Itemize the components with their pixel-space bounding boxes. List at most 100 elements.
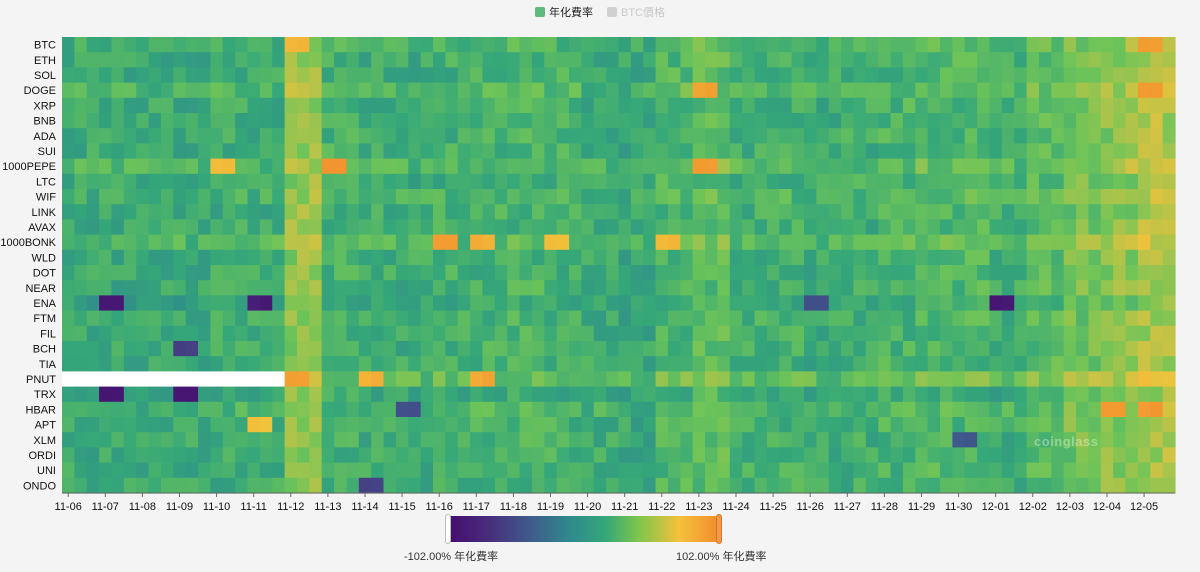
heatmap-cell[interactable] [655, 128, 669, 144]
heatmap-cell[interactable] [1051, 37, 1065, 53]
heatmap-cell[interactable] [989, 249, 1003, 266]
heatmap-cell[interactable] [1162, 356, 1176, 372]
heatmap-cell[interactable] [878, 143, 892, 160]
heatmap-cell[interactable] [705, 341, 719, 357]
heatmap-cell[interactable] [433, 82, 446, 99]
heatmap-cell[interactable] [1063, 310, 1077, 327]
heatmap-cell[interactable] [160, 447, 174, 464]
heatmap-cell[interactable] [148, 401, 162, 418]
heatmap-cell[interactable] [160, 310, 174, 327]
heatmap-cell[interactable] [581, 97, 595, 114]
heatmap-cell[interactable] [222, 341, 236, 357]
heatmap-cell[interactable] [309, 158, 323, 175]
heatmap-cell[interactable] [878, 204, 892, 220]
heatmap-cell[interactable] [111, 477, 125, 494]
heatmap-cell[interactable] [915, 234, 929, 251]
heatmap-cell[interactable] [457, 401, 471, 418]
heatmap-cell[interactable] [494, 219, 508, 236]
heatmap-cell[interactable] [284, 295, 298, 312]
heatmap-cell[interactable] [606, 143, 620, 160]
heatmap-cell[interactable] [433, 113, 446, 129]
heatmap-cell[interactable] [531, 417, 545, 433]
heatmap-cell[interactable] [272, 204, 286, 220]
heatmap-cell[interactable] [210, 189, 224, 205]
heatmap-cell[interactable] [902, 234, 916, 251]
heatmap-cell[interactable] [742, 386, 756, 403]
heatmap-cell[interactable] [494, 249, 508, 266]
heatmap-cell[interactable] [989, 204, 1003, 220]
heatmap-cell[interactable] [853, 67, 867, 84]
heatmap-cell[interactable] [62, 371, 75, 388]
heatmap-cell[interactable] [519, 204, 533, 220]
heatmap-cell[interactable] [816, 37, 830, 53]
heatmap-cell[interactable] [494, 356, 508, 372]
heatmap-cell[interactable] [1113, 52, 1127, 68]
heatmap-cell[interactable] [1076, 52, 1090, 68]
heatmap-cell[interactable] [1076, 128, 1090, 144]
heatmap-cell[interactable] [482, 158, 496, 175]
heatmap-cell[interactable] [420, 477, 434, 494]
heatmap-cell[interactable] [1026, 52, 1040, 68]
heatmap-cell[interactable] [371, 173, 385, 190]
heatmap-cell[interactable] [235, 477, 249, 494]
heatmap-cell[interactable] [1137, 143, 1151, 160]
heatmap-cell[interactable] [420, 219, 434, 236]
heatmap-cell[interactable] [235, 128, 249, 144]
heatmap-cell[interactable] [99, 249, 113, 266]
heatmap-cell[interactable] [1150, 295, 1164, 312]
heatmap-cell[interactable] [185, 219, 199, 236]
heatmap-cell[interactable] [519, 477, 533, 494]
heatmap-cell[interactable] [630, 447, 644, 464]
heatmap-cell[interactable] [667, 401, 681, 418]
heatmap-cell[interactable] [519, 295, 533, 312]
heatmap-cell[interactable] [1063, 295, 1077, 312]
heatmap-cell[interactable] [160, 52, 174, 68]
heatmap-cell[interactable] [123, 67, 137, 84]
heatmap-cell[interactable] [766, 477, 780, 494]
heatmap-cell[interactable] [593, 128, 607, 144]
heatmap-cell[interactable] [593, 82, 607, 99]
heatmap-cell[interactable] [667, 52, 681, 68]
heatmap-cell[interactable] [1088, 52, 1102, 68]
heatmap-cell[interactable] [717, 52, 731, 68]
heatmap-cell[interactable] [1063, 82, 1077, 99]
heatmap-cell[interactable] [1076, 356, 1090, 372]
heatmap-cell[interactable] [1063, 113, 1077, 129]
heatmap-cell[interactable] [1026, 280, 1040, 296]
heatmap-cell[interactable] [816, 477, 830, 494]
heatmap-cell[interactable] [160, 128, 174, 144]
heatmap-cell[interactable] [160, 173, 174, 190]
heatmap-cell[interactable] [1063, 371, 1077, 388]
heatmap-cell[interactable] [556, 113, 570, 129]
heatmap-cell[interactable] [779, 97, 793, 114]
heatmap-cell[interactable] [606, 280, 620, 296]
heatmap-cell[interactable] [321, 67, 335, 84]
heatmap-cell[interactable] [630, 417, 644, 433]
heatmap-cell[interactable] [618, 371, 632, 388]
heatmap-cell[interactable] [556, 356, 570, 372]
heatmap-cell[interactable] [804, 371, 817, 388]
heatmap-cell[interactable] [544, 234, 558, 251]
heatmap-cell[interactable] [272, 417, 286, 433]
heatmap-cell[interactable] [445, 189, 459, 205]
heatmap-cell[interactable] [235, 447, 249, 464]
heatmap-cell[interactable] [717, 82, 731, 99]
heatmap-cell[interactable] [334, 371, 348, 388]
heatmap-cell[interactable] [123, 280, 137, 296]
heatmap-cell[interactable] [667, 356, 681, 372]
heatmap-cell[interactable] [754, 143, 768, 160]
heatmap-cell[interactable] [185, 280, 199, 296]
heatmap-cell[interactable] [779, 234, 793, 251]
heatmap-cell[interactable] [680, 37, 694, 53]
heatmap-cell[interactable] [544, 356, 558, 372]
heatmap-cell[interactable] [977, 462, 991, 479]
heatmap-cell[interactable] [643, 265, 657, 281]
heatmap-cell[interactable] [482, 143, 496, 160]
heatmap-cell[interactable] [408, 432, 422, 448]
heatmap-cell[interactable] [581, 82, 595, 99]
heatmap-cell[interactable] [482, 97, 496, 114]
heatmap-cell[interactable] [185, 477, 199, 494]
heatmap-cell[interactable] [420, 432, 434, 448]
heatmap-cell[interactable] [754, 52, 768, 68]
heatmap-cell[interactable] [1137, 173, 1151, 190]
